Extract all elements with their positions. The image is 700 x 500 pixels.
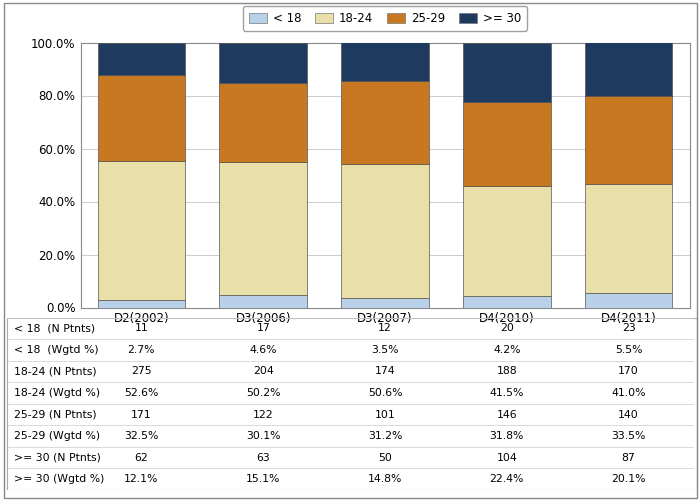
Text: 104: 104 bbox=[496, 452, 517, 462]
Text: 3.5%: 3.5% bbox=[371, 345, 399, 355]
Text: 22.4%: 22.4% bbox=[489, 474, 524, 484]
Text: 25-29 (Wgtd %): 25-29 (Wgtd %) bbox=[14, 431, 100, 441]
Text: 5.5%: 5.5% bbox=[615, 345, 643, 355]
Text: >= 30 (N Ptnts): >= 30 (N Ptnts) bbox=[14, 452, 101, 462]
Text: 50.2%: 50.2% bbox=[246, 388, 281, 398]
Bar bbox=[97, 300, 186, 308]
Legend: < 18, 18-24, 25-29, >= 30: < 18, 18-24, 25-29, >= 30 bbox=[243, 6, 527, 31]
Bar bbox=[219, 42, 307, 82]
Text: 30.1%: 30.1% bbox=[246, 431, 281, 441]
Text: 188: 188 bbox=[496, 366, 517, 376]
Text: 101: 101 bbox=[374, 410, 395, 420]
Text: 20.1%: 20.1% bbox=[611, 474, 646, 484]
Bar bbox=[219, 82, 307, 162]
Bar bbox=[584, 42, 673, 96]
Text: 174: 174 bbox=[374, 366, 395, 376]
Text: 62: 62 bbox=[134, 452, 148, 462]
Bar bbox=[341, 298, 429, 308]
Bar bbox=[97, 43, 186, 75]
Bar bbox=[97, 161, 186, 300]
Bar bbox=[219, 296, 307, 308]
Text: 41.0%: 41.0% bbox=[611, 388, 646, 398]
Text: 32.5%: 32.5% bbox=[124, 431, 159, 441]
Text: 170: 170 bbox=[618, 366, 639, 376]
Text: 50: 50 bbox=[378, 452, 392, 462]
Text: 204: 204 bbox=[253, 366, 274, 376]
Text: >= 30 (Wgtd %): >= 30 (Wgtd %) bbox=[14, 474, 104, 484]
Text: 87: 87 bbox=[622, 452, 636, 462]
Text: 31.8%: 31.8% bbox=[489, 431, 524, 441]
Text: 2.7%: 2.7% bbox=[127, 345, 155, 355]
Text: 275: 275 bbox=[131, 366, 152, 376]
Text: 12.1%: 12.1% bbox=[124, 474, 159, 484]
Bar bbox=[97, 75, 186, 161]
Text: 41.5%: 41.5% bbox=[489, 388, 524, 398]
Text: 17: 17 bbox=[256, 324, 270, 334]
Bar bbox=[584, 184, 673, 293]
Bar bbox=[219, 162, 307, 296]
Text: 140: 140 bbox=[618, 410, 639, 420]
Text: 18-24 (Wgtd %): 18-24 (Wgtd %) bbox=[14, 388, 100, 398]
Text: < 18  (N Ptnts): < 18 (N Ptnts) bbox=[14, 324, 95, 334]
Text: 122: 122 bbox=[253, 410, 274, 420]
Text: 11: 11 bbox=[134, 324, 148, 334]
Bar bbox=[463, 102, 551, 186]
Text: 15.1%: 15.1% bbox=[246, 474, 281, 484]
Bar bbox=[341, 164, 429, 298]
Text: 63: 63 bbox=[256, 452, 270, 462]
Text: 12: 12 bbox=[378, 324, 392, 334]
Bar bbox=[463, 186, 551, 296]
Text: 52.6%: 52.6% bbox=[124, 388, 159, 398]
Bar bbox=[341, 82, 429, 164]
Text: 4.6%: 4.6% bbox=[249, 345, 277, 355]
Bar bbox=[341, 42, 429, 82]
Text: 171: 171 bbox=[131, 410, 152, 420]
Text: 25-29 (N Ptnts): 25-29 (N Ptnts) bbox=[14, 410, 97, 420]
Text: 50.6%: 50.6% bbox=[368, 388, 402, 398]
Text: 20: 20 bbox=[500, 324, 514, 334]
Bar bbox=[463, 296, 551, 308]
Text: 146: 146 bbox=[496, 410, 517, 420]
Text: 4.2%: 4.2% bbox=[493, 345, 521, 355]
Text: 33.5%: 33.5% bbox=[611, 431, 646, 441]
Text: 14.8%: 14.8% bbox=[368, 474, 402, 484]
Bar bbox=[584, 293, 673, 308]
Text: 18-24 (N Ptnts): 18-24 (N Ptnts) bbox=[14, 366, 97, 376]
Bar bbox=[584, 96, 673, 184]
Text: < 18  (Wgtd %): < 18 (Wgtd %) bbox=[14, 345, 99, 355]
Text: 23: 23 bbox=[622, 324, 636, 334]
Bar bbox=[463, 43, 551, 102]
Text: 31.2%: 31.2% bbox=[368, 431, 402, 441]
